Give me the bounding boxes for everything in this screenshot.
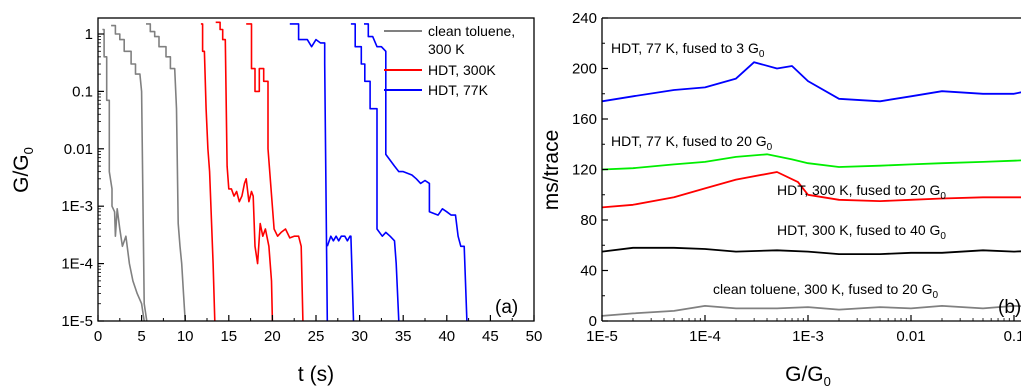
- panel-a-xtick-label: 50: [526, 328, 543, 345]
- panel-b-ytick-label: 200: [572, 61, 597, 78]
- panel-a-ytick-label: 1E-5: [61, 313, 93, 330]
- panel-b-xlabel: G/G0: [785, 363, 831, 389]
- series-hdt300-fused20: [602, 171, 1021, 209]
- series-hdt77-trace-4: [364, 23, 468, 321]
- panel-a-xtick-label: 30: [351, 328, 368, 345]
- panel-a-xtick-label: 25: [308, 328, 325, 345]
- series-hdt77-fused3: [602, 61, 1021, 103]
- panel-a-xtick-label: 15: [220, 328, 237, 345]
- annotation-hdt300-fused20: HDT, 300 K, fused to 20 G0: [777, 182, 946, 202]
- panel-b-xtick-label: 1E-3: [792, 328, 824, 345]
- panel-b-ytick-label: 0: [589, 313, 597, 330]
- panel-a-xtick-label: 35: [395, 328, 412, 345]
- panel-b-xtick-label: 0.01: [896, 328, 925, 345]
- panel-a-xlabel: t (s): [298, 363, 334, 386]
- panel-a-ytick-label: 0.01: [64, 141, 93, 158]
- series-clean-fused20: [602, 304, 1021, 317]
- panel-b-ytick-label: 80: [580, 212, 597, 229]
- panel-a-ytick-label: 1: [85, 26, 93, 43]
- panel-a-xtick-label: 10: [177, 328, 194, 345]
- panel-b: 1E-51E-41E-30.010.1104080120160200240 G/…: [540, 10, 1021, 389]
- panel-b-ytick-label: 120: [572, 162, 597, 179]
- panel-a-ytick-label: 0.1: [72, 83, 93, 100]
- panel-a-xtick-label: 20: [264, 328, 281, 345]
- series-hdt300-trace-1: [200, 23, 216, 321]
- legend-text-clean-temp: 300 K: [428, 41, 465, 57]
- panel-a-ylabel-sub: 0: [21, 147, 36, 154]
- series-hdt300-trace-2: [215, 21, 274, 321]
- panel-b-ylabel: ms/trace: [540, 130, 563, 211]
- series-hdt300-fused40: [602, 246, 1021, 256]
- panel-a-ylabel: G/G0: [10, 147, 36, 193]
- panel-a: 0 5 10 15 20 25 30 35 40 45 50 1 0.1 0.01 1E-3 1E-4 1E-5…: [10, 17, 543, 386]
- panel-b-ytick-label: 40: [580, 263, 597, 280]
- annotation-hdt77-fused3: HDT, 77 K, fused to 3 G0: [611, 40, 765, 60]
- panel-a-ylabel-main: G/G: [10, 154, 33, 193]
- series-clean-trace-1: [102, 28, 145, 321]
- annotation-hdt300-fused40: HDT, 300 K, fused to 40 G0: [777, 222, 946, 242]
- panel-a-label: (a): [495, 297, 518, 318]
- panel-a-xtick-label: 40: [438, 328, 455, 345]
- panel-a-legend: clean toluene, 300 K HDT, 300K HDT, 77K: [384, 23, 515, 98]
- panel-b-xtick-label: 1E-5: [586, 328, 618, 345]
- series-clean-trace-2: [111, 24, 148, 321]
- panel-b-ytick-label: 240: [572, 10, 597, 27]
- annotation-hdt77-fused20: HDT, 77 K, fused to 20 G0: [611, 133, 773, 153]
- panel-b-xlabel-sub: 0: [824, 374, 831, 389]
- panel-a-xtick-label: 5: [137, 328, 145, 345]
- series-hdt77-trace-2: [326, 235, 355, 321]
- series-hdt300-trace-3: [246, 23, 304, 321]
- panel-a-xtick-label: 45: [482, 328, 499, 345]
- legend-text-hdt300: HDT, 300K: [428, 62, 496, 78]
- annotation-clean-fused20: clean toluene, 300 K, fused to 20 G0: [713, 281, 939, 301]
- panel-b-xtick-label: 1E-4: [689, 328, 721, 345]
- panel-b-xlabel-main: G/G: [785, 363, 824, 386]
- series-hdt77-fused20: [602, 153, 1021, 171]
- panel-a-ytick-label: 1E-3: [61, 198, 93, 215]
- panel-a-ytick-label: 1E-4: [61, 256, 93, 273]
- legend-text-clean: clean toluene,: [428, 23, 515, 39]
- legend-text-hdt77: HDT, 77K: [428, 82, 489, 98]
- series-hdt77-trace-1: [289, 23, 329, 321]
- panel-b-ytick-label: 160: [572, 111, 597, 128]
- panel-a-xtick-label: 0: [94, 328, 102, 345]
- panel-b-xtick-label: 0.1: [1004, 328, 1021, 345]
- series-hdt77-trace-3: [350, 23, 400, 321]
- series-clean-trace-3: [146, 23, 186, 321]
- panel-b-label: (b): [998, 297, 1021, 318]
